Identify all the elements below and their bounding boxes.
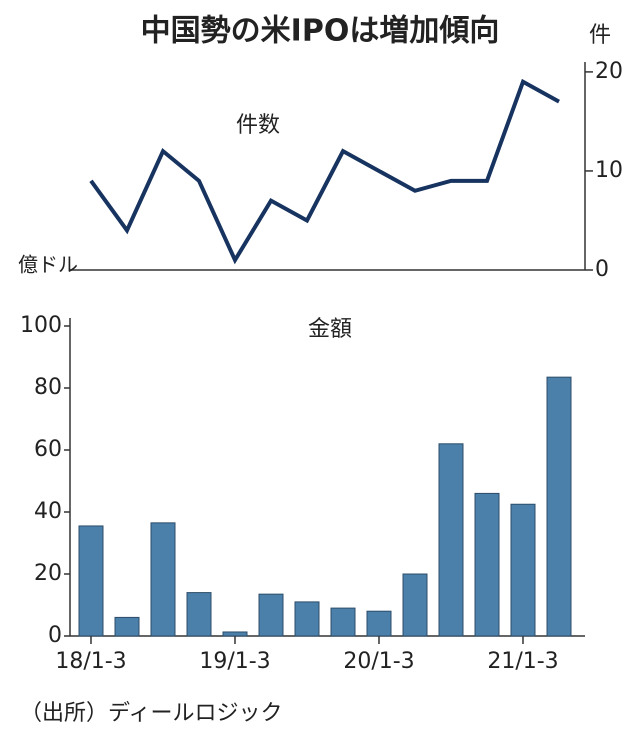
bar (330, 607, 356, 637)
y-tick-label: 60 (34, 437, 62, 462)
bar (510, 503, 536, 637)
bar (366, 610, 392, 637)
y-tick-label: 0 (48, 623, 62, 648)
y2-tick-label: 0 (595, 257, 609, 282)
bar (186, 592, 212, 637)
x-tick-label: 20/1-3 (343, 649, 414, 674)
bar (222, 631, 248, 637)
bar (114, 616, 140, 637)
panel-title: 金額 (308, 317, 352, 342)
bar (258, 593, 284, 637)
y-tick-label: 40 (34, 499, 62, 524)
x-tick-label: 19/1-3 (199, 649, 270, 674)
line (89, 78, 560, 265)
bar (402, 573, 428, 637)
bar (474, 492, 500, 637)
y-tick-label: 100 (20, 313, 62, 338)
bar (438, 443, 464, 637)
bar (78, 525, 104, 637)
bar (546, 376, 572, 637)
source: （出所）ディールロジック (20, 701, 282, 726)
x-tick-label: 18/1-3 (55, 649, 126, 674)
panel-title: 件数 (236, 113, 280, 138)
y-tick-label: 80 (34, 375, 62, 400)
y2-label: 件 (589, 23, 611, 48)
y-label: 億ドル (18, 253, 78, 277)
bar (150, 522, 176, 637)
y-tick-label: 20 (34, 561, 62, 586)
y2-tick-label: 20 (595, 59, 623, 84)
y2-tick-label: 10 (595, 158, 623, 183)
bar (294, 601, 320, 637)
x-tick-label: 21/1-3 (487, 649, 558, 674)
chart-title: 中国勢の米IPOは増加傾向 (141, 14, 500, 49)
